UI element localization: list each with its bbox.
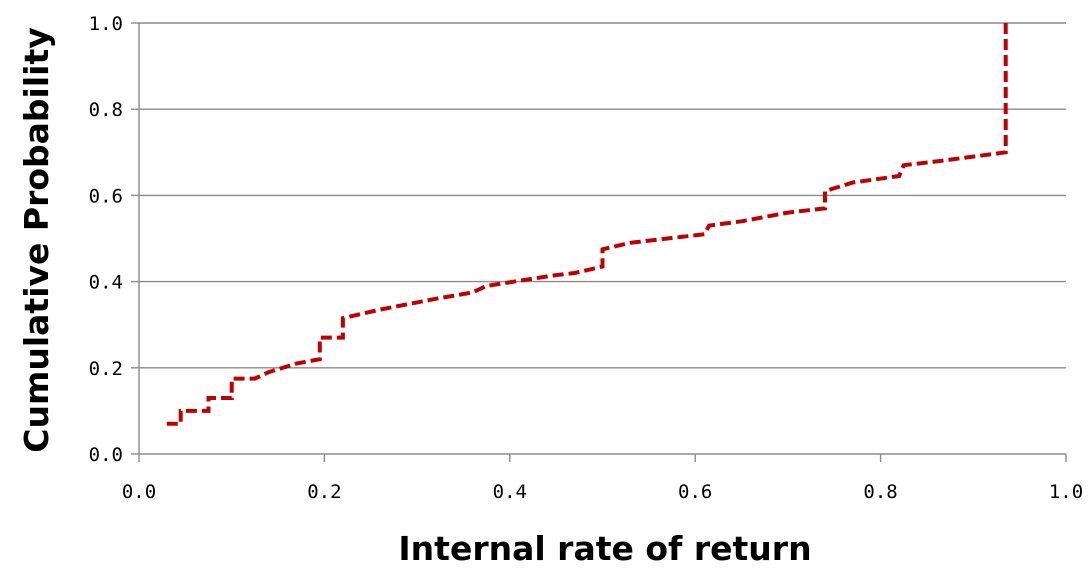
x-axis-label: Internal rate of return	[398, 529, 811, 568]
axes	[138, 23, 1066, 455]
x-tick-label: 1.0	[1049, 481, 1083, 503]
y-tick-label: 0.8	[89, 99, 123, 121]
grid	[139, 22, 1066, 369]
x-axis-ticks: 0.0 0.2 0.4 0.6 0.8 1.0	[122, 454, 1083, 503]
y-tick-label: 0.6	[89, 185, 123, 207]
y-tick-label: 1.0	[89, 13, 123, 35]
x-tick-label: 0.2	[307, 481, 341, 503]
y-tick-label: 0.4	[89, 272, 123, 294]
y-axis-label: Cumulative Probability	[17, 27, 56, 453]
series-group	[166, 23, 1008, 426]
x-tick-label: 0.4	[493, 481, 527, 503]
x-tick-label: 0.8	[863, 481, 897, 503]
y-axis-ticks: 0.0 0.2 0.4 0.6 0.8 1.0	[89, 13, 139, 466]
series-line	[166, 23, 1008, 426]
y-tick-label: 0.2	[89, 358, 123, 380]
x-tick-label: 0.6	[678, 481, 712, 503]
x-tick-label: 0.0	[122, 481, 156, 503]
y-tick-label: 0.0	[89, 444, 123, 466]
